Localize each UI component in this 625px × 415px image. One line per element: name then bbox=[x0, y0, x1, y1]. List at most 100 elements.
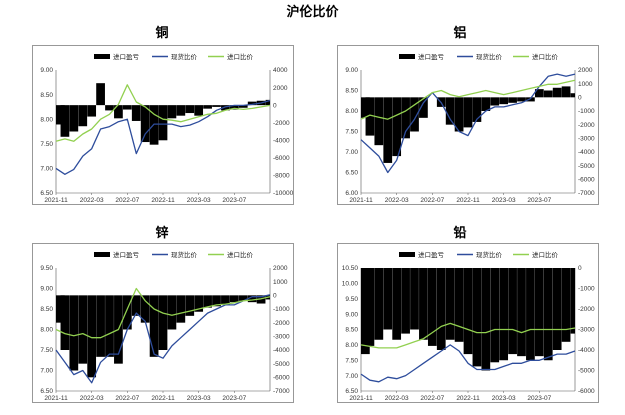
lead-profit-bar bbox=[543, 268, 553, 361]
aluminum-profit-bar bbox=[534, 89, 544, 98]
aluminum-import-ratio-line bbox=[360, 79, 576, 120]
copper-right-tick-label: -6000 bbox=[273, 155, 290, 162]
aluminum-profit-bar bbox=[570, 93, 575, 98]
zinc-profit-bar bbox=[87, 295, 97, 378]
zinc-x-tick-label: 2022-11 bbox=[151, 395, 175, 402]
aluminum-profit-bar bbox=[383, 97, 393, 163]
lead-right-tick-label: -3000 bbox=[578, 327, 595, 334]
zinc-x-tick-label: 2022-07 bbox=[115, 395, 139, 402]
copper-profit-bar bbox=[78, 105, 88, 127]
lead-right-tick-label: -4000 bbox=[578, 347, 595, 354]
zinc-profit-bar bbox=[221, 295, 230, 305]
lead-profit-bar bbox=[517, 268, 526, 357]
copper-profit-bar bbox=[185, 105, 195, 114]
copper-profit-bar bbox=[114, 105, 123, 119]
zinc-profit-bar bbox=[212, 295, 221, 307]
copper-right-tick-label: -10000 bbox=[273, 190, 294, 197]
zinc-profit-bar bbox=[203, 295, 212, 308]
chart-zinc-svg: 6.50 7.00 7.50 8.00 8.50 9.00 9.50 2000 1000 0 -10… bbox=[32, 243, 294, 403]
copper-right-tick-label: 0 bbox=[273, 102, 277, 109]
copper-x-tick-label: 2022-03 bbox=[80, 197, 104, 204]
copper-right-tick-label: 2000 bbox=[273, 85, 288, 92]
chart-title-aluminum: 铝 bbox=[453, 25, 467, 40]
aluminum-left-tick-label: 8.50 bbox=[345, 88, 358, 95]
aluminum-profit-bar bbox=[561, 86, 571, 98]
chart-copper-svg: 6.50 7.00 7.50 8.00 8.50 9.00 4000 2000 0 -2000 -4… bbox=[32, 45, 294, 205]
copper-right-tick-label: -8000 bbox=[273, 173, 290, 180]
copper-profit-bar bbox=[221, 105, 230, 111]
zinc-right-tick-label: -5000 bbox=[273, 361, 290, 368]
lead-legend-swatch-profit bbox=[399, 252, 415, 257]
aluminum-legend-label: 进口盈亏 bbox=[418, 53, 445, 61]
aluminum-profit-bar bbox=[517, 97, 526, 102]
aluminum-right-tick-label: -4000 bbox=[578, 149, 595, 156]
copper-left-tick-label: 9.00 bbox=[40, 67, 53, 74]
lead-left-tick-label: 9.50 bbox=[345, 296, 358, 303]
lead-profit-bar bbox=[481, 268, 491, 371]
copper-left-tick-label: 7.50 bbox=[40, 141, 53, 148]
chart-lead-svg: 6.50 7.00 7.50 8.00 8.50 9.00 9.50 10.00 10.50 0 -… bbox=[337, 243, 599, 403]
lead-right-tick-label: -5000 bbox=[578, 368, 595, 375]
aluminum-left-tick-label: 7.00 bbox=[345, 149, 358, 156]
lead-x-tick-label: 2023-07 bbox=[527, 395, 551, 402]
copper-profit-bar bbox=[56, 105, 65, 125]
copper-left-tick-label: 7.00 bbox=[40, 166, 53, 173]
lead-profit-bar bbox=[436, 268, 446, 350]
zinc-profit-bar bbox=[238, 295, 248, 301]
zinc-right-tick-label: -4000 bbox=[273, 347, 290, 354]
zinc-left-tick-label: 7.50 bbox=[40, 347, 53, 354]
copper-profit-bar bbox=[69, 105, 79, 132]
lead-profit-bar bbox=[401, 268, 410, 334]
zinc-profit-bar bbox=[78, 295, 88, 364]
lead-x-tick-label: 2022-03 bbox=[385, 395, 409, 402]
aluminum-left-tick-label: 8.00 bbox=[345, 108, 358, 115]
copper-left-tick-label: 8.00 bbox=[40, 116, 53, 123]
zinc-profit-bar bbox=[140, 295, 150, 323]
zinc-legend-swatch-profit bbox=[94, 252, 110, 257]
aluminum-legend-swatch-profit bbox=[399, 54, 415, 59]
copper-profit-bar bbox=[60, 105, 70, 137]
zinc-profit-bar bbox=[247, 295, 257, 303]
aluminum-x-tick-label: 2022-07 bbox=[420, 197, 444, 204]
copper-legend-label: 进口比价 bbox=[227, 52, 254, 61]
lead-spot-ratio-line bbox=[360, 344, 576, 383]
aluminum-profit-bar bbox=[508, 97, 517, 103]
lead-profit-bar bbox=[561, 268, 571, 342]
aluminum-right-tick-label: -1000 bbox=[578, 108, 595, 115]
aluminum-profit-bar bbox=[543, 90, 553, 98]
copper-x-tick-label: 2023-07 bbox=[222, 197, 246, 204]
lead-x-tick-label: 2023-03 bbox=[492, 395, 516, 402]
zinc-right-tick-label: 2000 bbox=[273, 265, 288, 272]
lead-left-tick-label: 6.50 bbox=[345, 388, 358, 395]
copper-profit-bar bbox=[203, 105, 212, 109]
zinc-profit-bar bbox=[96, 295, 105, 357]
copper-left-tick-label: 6.50 bbox=[40, 190, 53, 197]
zinc-profit-bar bbox=[158, 295, 168, 350]
copper-profit-bar bbox=[122, 105, 132, 110]
lead-profit-bar bbox=[552, 268, 562, 350]
copper-left-tick-label: 8.50 bbox=[40, 92, 53, 99]
lead-profit-bar bbox=[361, 268, 370, 355]
aluminum-left-tick-label: 6.50 bbox=[345, 170, 358, 177]
copper-x-tick-label: 2022-07 bbox=[115, 197, 139, 204]
copper-right-tick-label: -2000 bbox=[273, 120, 290, 127]
copper-profit-bar bbox=[238, 105, 248, 108]
zinc-right-tick-label: -1000 bbox=[273, 306, 290, 313]
aluminum-right-tick-label: -7000 bbox=[578, 190, 595, 197]
zinc-profit-bar bbox=[167, 295, 177, 330]
zinc-spot-ratio-line bbox=[55, 294, 271, 384]
aluminum-right-tick-label: 0 bbox=[578, 95, 582, 102]
chart-copper: 6.50 7.00 7.50 8.00 8.50 9.00 4000 2000 0 -2000 -4… bbox=[32, 45, 294, 205]
copper-profit-bar bbox=[105, 105, 114, 111]
zinc-right-tick-label: -3000 bbox=[273, 334, 290, 341]
copper-legend-swatch-profit bbox=[94, 54, 110, 59]
lead-profit-bar bbox=[534, 268, 544, 357]
lead-right-tick-label: -6000 bbox=[578, 388, 595, 395]
zinc-left-tick-label: 8.00 bbox=[40, 327, 53, 334]
zinc-right-tick-label: 0 bbox=[273, 293, 277, 300]
aluminum-profit-bar bbox=[374, 97, 384, 146]
zinc-left-tick-label: 6.50 bbox=[40, 388, 53, 395]
copper-right-tick-label: 4000 bbox=[273, 67, 288, 74]
chart-title-copper: 铜 bbox=[155, 25, 169, 40]
lead-profit-bar bbox=[472, 268, 482, 367]
